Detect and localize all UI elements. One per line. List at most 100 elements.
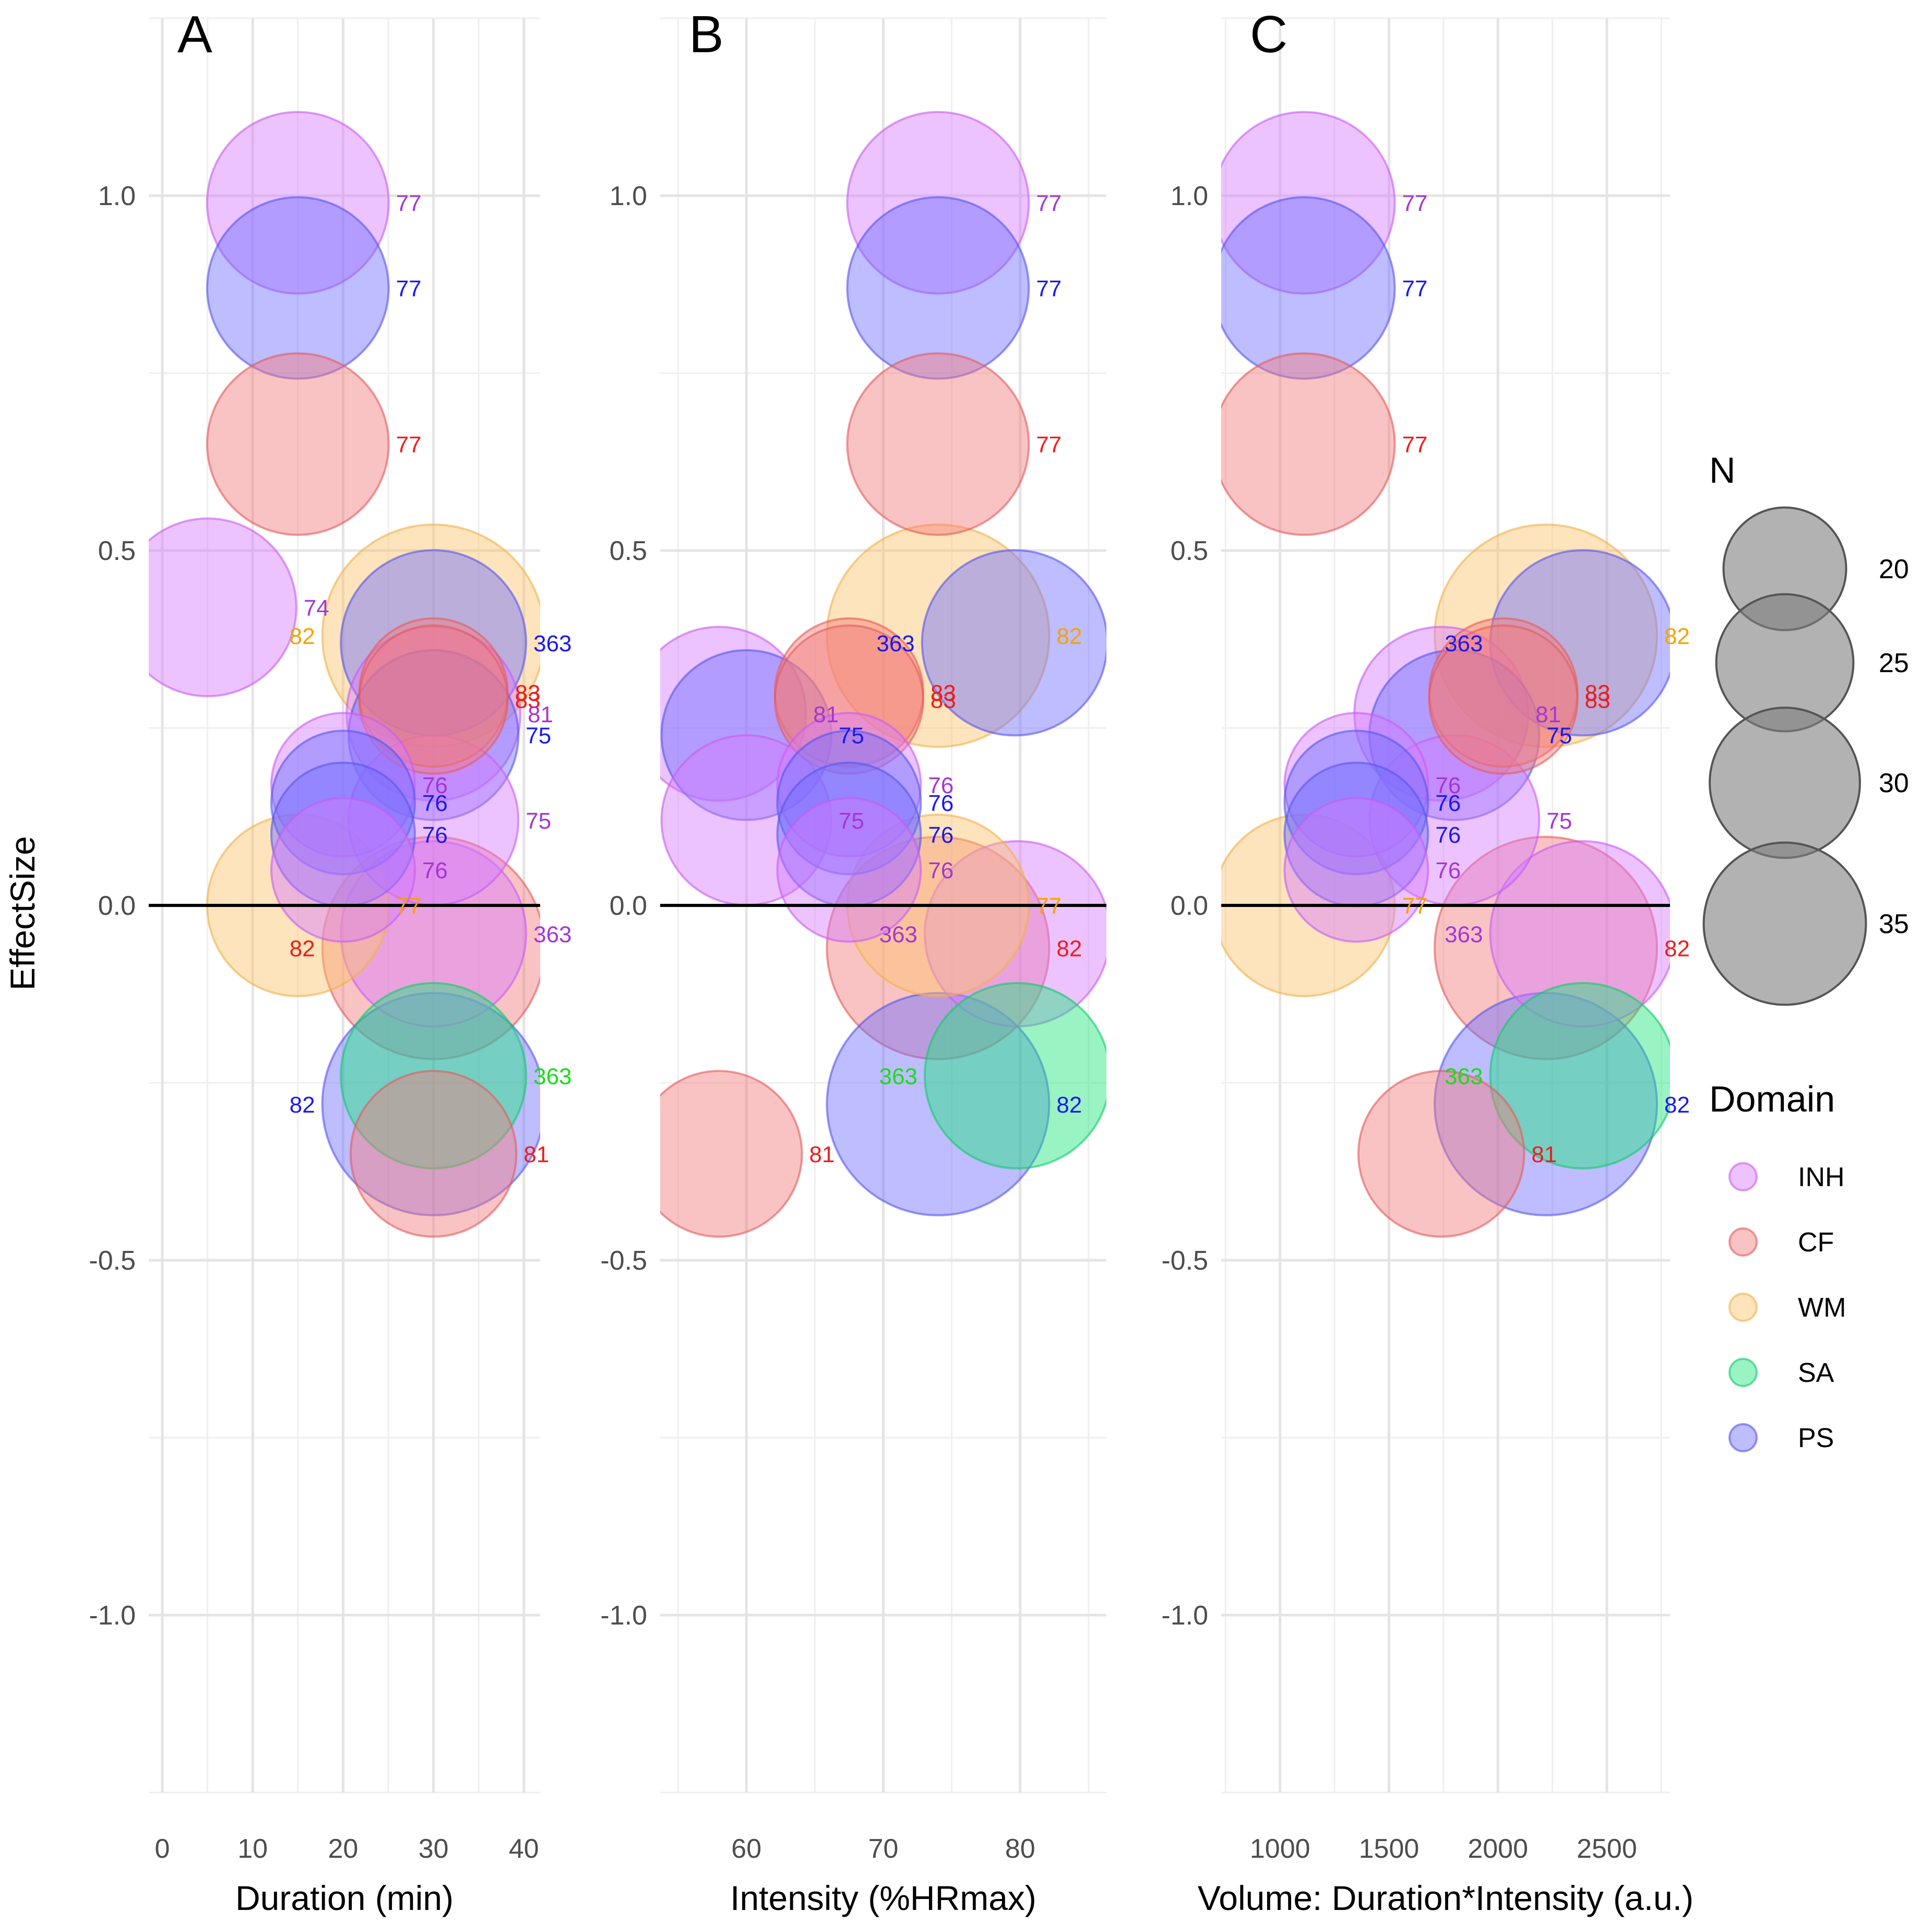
bubble-inh bbox=[776, 712, 922, 858]
data-label: 75 bbox=[1546, 723, 1572, 749]
data-label: 77 bbox=[1036, 276, 1062, 302]
bubble-ps bbox=[776, 730, 922, 876]
y-tick-label: 0.0 bbox=[98, 891, 136, 921]
bubble-cf bbox=[1357, 1070, 1525, 1238]
data-label: 82 bbox=[290, 1092, 315, 1118]
data-label: 77 bbox=[1402, 893, 1428, 919]
y-tick-label: 0.5 bbox=[1171, 536, 1208, 566]
y-tick-label: 1.0 bbox=[610, 181, 647, 211]
bubble-ps bbox=[826, 992, 1051, 1216]
legend-size-label: 25 bbox=[1879, 648, 1909, 678]
data-label: 76 bbox=[928, 791, 953, 816]
bubble-sa bbox=[1489, 982, 1670, 1169]
data-label: 76 bbox=[928, 822, 953, 848]
bubble-cf bbox=[846, 352, 1030, 536]
x-tick-label: 1000 bbox=[1250, 1834, 1310, 1864]
bubble-cf bbox=[349, 1070, 518, 1238]
bubble-wm bbox=[1434, 523, 1659, 748]
data-label: 82 bbox=[290, 936, 315, 962]
legend-domain-label: CF bbox=[1798, 1227, 1834, 1258]
data-label: 81 bbox=[1531, 1142, 1557, 1167]
data-label: 76 bbox=[422, 858, 448, 883]
bubble-inh bbox=[206, 111, 390, 295]
bubble-inh bbox=[846, 111, 1030, 295]
x-axis-label: Intensity (%HRmax) bbox=[730, 1879, 1036, 1917]
bubble-inh bbox=[1283, 797, 1429, 943]
panel-title: A bbox=[177, 5, 212, 64]
x-axis-label: Volume: Duration*Intensity (a.u.) bbox=[1198, 1879, 1694, 1917]
panel-a: 0 10 20 30 40 1.0 0.5 0.0 -0.5 -1.0 77 77 77 74 82 363 8… bbox=[89, 5, 571, 1917]
y-tick-label: -1.0 bbox=[1161, 1600, 1208, 1631]
x-tick-label: 2500 bbox=[1577, 1834, 1637, 1864]
legend-domain-title: Domain bbox=[1709, 1079, 1835, 1119]
data-label: 77 bbox=[1402, 432, 1428, 458]
bubble-inh bbox=[270, 712, 416, 858]
data-label: 363 bbox=[1445, 922, 1483, 947]
legend-size-label: 35 bbox=[1879, 909, 1909, 939]
bubbles bbox=[149, 111, 540, 1238]
data-label: 81 bbox=[809, 1142, 835, 1167]
legend-domain-swatch-cf bbox=[1728, 1227, 1758, 1257]
data-label: 75 bbox=[839, 723, 864, 749]
data-label: 81 bbox=[523, 1142, 549, 1167]
data-label: 77 bbox=[1402, 276, 1428, 302]
bubble-sa bbox=[340, 982, 528, 1169]
y-tick-label: 0.0 bbox=[610, 891, 647, 921]
data-label: 75 bbox=[1546, 808, 1572, 834]
data-label: 75 bbox=[526, 808, 551, 834]
data-label: 74 bbox=[304, 595, 329, 621]
data-label: 81 bbox=[1535, 702, 1561, 727]
legend-domain-swatch-sa bbox=[1728, 1358, 1758, 1387]
bubble-ps bbox=[921, 549, 1106, 737]
bubble-inh bbox=[1489, 840, 1670, 1028]
data-label: 82 bbox=[1664, 936, 1690, 962]
x-tick-label: 40 bbox=[509, 1834, 539, 1864]
data-label: 83 bbox=[515, 688, 541, 713]
data-label: 76 bbox=[1435, 791, 1461, 816]
data-label: 75 bbox=[839, 808, 864, 834]
x-tick-label: 20 bbox=[328, 1834, 358, 1864]
data-label: 363 bbox=[876, 631, 914, 656]
data-label: 77 bbox=[1402, 191, 1428, 217]
y-tick-label: -0.5 bbox=[600, 1246, 647, 1276]
legend-domain-label: INH bbox=[1798, 1162, 1845, 1192]
data-label: 76 bbox=[1435, 822, 1461, 848]
data-label: 77 bbox=[396, 191, 422, 217]
data-label: 363 bbox=[1445, 1064, 1483, 1089]
y-tick-label: 1.0 bbox=[98, 181, 136, 211]
legend-size-circle bbox=[1702, 841, 1867, 1006]
bubble-ps bbox=[1221, 196, 1396, 380]
data-label: 77 bbox=[396, 893, 422, 919]
bubble-wm bbox=[321, 523, 540, 748]
data-label: 83 bbox=[1585, 688, 1611, 713]
bubbles bbox=[660, 111, 1106, 1238]
bubbles bbox=[1221, 111, 1670, 1238]
bubble-ps bbox=[1283, 730, 1429, 876]
panel-c: 1000 1500 2000 2500 1.0 0.5 0.0 -0.5 -1.0 77 77 77 8… bbox=[1161, 5, 1694, 1917]
bubble-ps bbox=[206, 196, 390, 380]
x-tick-label: 1500 bbox=[1359, 1834, 1420, 1864]
bubble-cf bbox=[826, 835, 1051, 1060]
bubble-ps bbox=[321, 992, 540, 1216]
data-label: 83 bbox=[931, 688, 956, 713]
data-label: 363 bbox=[533, 631, 571, 656]
x-tick-label: 2000 bbox=[1468, 1834, 1528, 1864]
data-label: 77 bbox=[1036, 191, 1062, 217]
y-tick-label: -0.5 bbox=[89, 1246, 136, 1276]
data-label: 76 bbox=[1435, 773, 1461, 798]
legend-domain-swatch-inh bbox=[1728, 1162, 1758, 1191]
y-tick-label: 1.0 bbox=[1171, 181, 1208, 211]
data-label: 82 bbox=[1664, 1092, 1690, 1118]
x-axis-label: Duration (min) bbox=[235, 1879, 454, 1917]
legend-size-title: N bbox=[1709, 450, 1736, 491]
y-axis-label: EffectSize bbox=[3, 836, 42, 990]
legend-domain-label: SA bbox=[1798, 1358, 1834, 1388]
y-tick-label: 0.5 bbox=[98, 536, 136, 566]
bubble-inh bbox=[270, 797, 416, 943]
data-label: 75 bbox=[526, 723, 551, 749]
data-label: 77 bbox=[396, 276, 422, 302]
data-label: 82 bbox=[1056, 1092, 1082, 1118]
legend-size-circle bbox=[1709, 707, 1861, 859]
bubble-inh bbox=[924, 840, 1106, 1028]
